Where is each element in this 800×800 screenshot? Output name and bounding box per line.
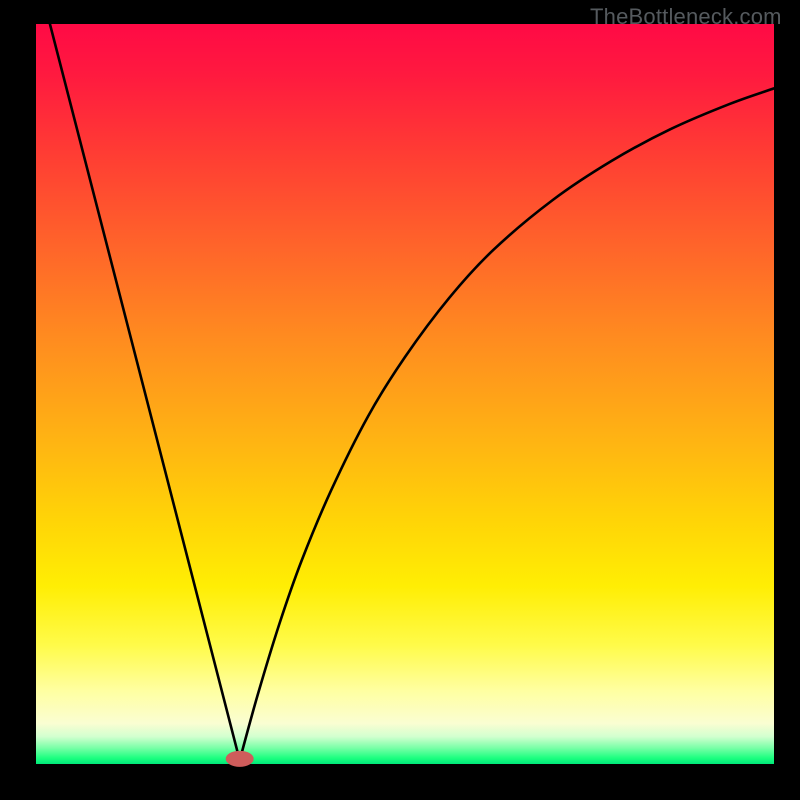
chart-stage: TheBottleneck.com bbox=[0, 0, 800, 800]
plot-background bbox=[36, 24, 774, 764]
bottleneck-chart bbox=[0, 0, 800, 800]
minimum-marker bbox=[226, 751, 254, 767]
